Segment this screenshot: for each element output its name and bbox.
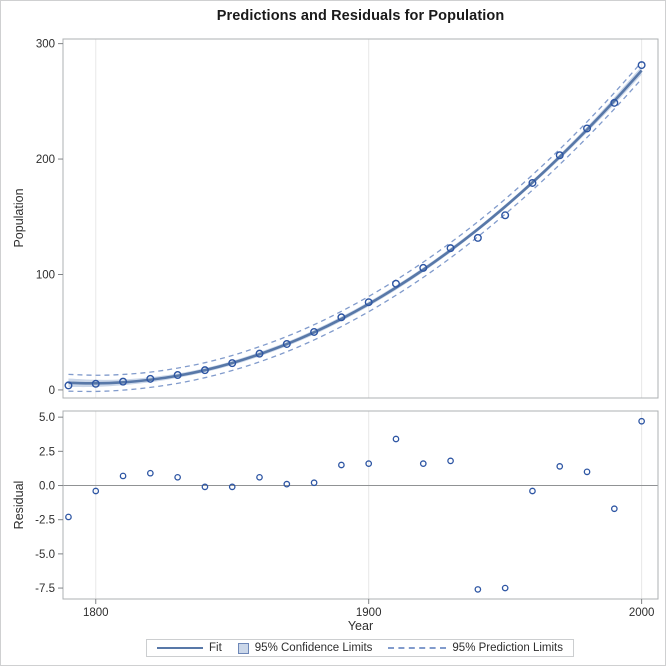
legend-item-fit: Fit [157, 642, 222, 654]
population-point-marker [91, 379, 100, 388]
population-point-marker [555, 151, 564, 160]
residual-point-marker [228, 483, 236, 491]
population-point-marker [446, 244, 455, 253]
residual-point-marker [419, 460, 427, 467]
fit-line-swatch [157, 647, 204, 649]
residual-point-marker [338, 461, 345, 469]
residual-point-marker [201, 483, 209, 491]
population-point-marker [583, 124, 592, 133]
residual-point-marker [474, 586, 482, 593]
population-point-marker [637, 61, 646, 70]
confidence-band-swatch [237, 642, 249, 654]
population-point-marker [501, 211, 510, 220]
y-tick-label: 200 [36, 154, 55, 166]
residual-point-marker [92, 487, 100, 495]
residual-point-marker [310, 479, 318, 487]
legend-label-prediction: 95% Prediction Limits [452, 642, 563, 654]
residual-point-marker [283, 480, 291, 488]
population-point-marker [473, 233, 482, 242]
residual-point-marker [583, 468, 591, 476]
legend: Fit 95% Confidence Limits 95% Prediction… [146, 639, 574, 657]
y-tick-label: -7.5 [35, 583, 55, 595]
y-tick-label: -5.0 [35, 549, 55, 561]
population-point-marker [200, 366, 209, 375]
residual-point-marker [365, 460, 373, 467]
legend-item-prediction: 95% Prediction Limits [388, 642, 563, 654]
population-point-marker [391, 279, 400, 288]
x-tick-label: 1800 [83, 607, 109, 619]
residual-point-marker [529, 487, 536, 495]
population-point-marker [64, 381, 73, 390]
y-tick-label: 0 [49, 385, 55, 397]
fit-panel-border [62, 38, 659, 399]
residual-point-marker [392, 435, 400, 443]
population-point-marker [310, 327, 319, 336]
prediction-limit-upper [68, 61, 643, 376]
population-point-marker [419, 263, 428, 272]
legend-label-confidence: 95% Confidence Limits [254, 642, 373, 654]
residual-point-marker [556, 463, 564, 470]
population-point-marker [255, 349, 264, 358]
residual-point-marker [65, 513, 72, 521]
y-axis-label-population: Population [12, 188, 26, 248]
chart-title: Predictions and Residuals for Population [216, 8, 505, 24]
residual-point-marker [501, 584, 509, 592]
y-tick-label: 300 [36, 39, 55, 51]
y-tick-label: 0.0 [39, 481, 55, 493]
prediction-limits-swatch [388, 647, 447, 649]
legend-item-confidence: 95% Confidence Limits [237, 642, 373, 654]
y-tick-label: 2.5 [39, 446, 55, 458]
prediction-limit-lower [68, 78, 643, 393]
population-point-marker [146, 374, 155, 383]
residual-point-marker [447, 457, 454, 465]
x-tick-label: 1900 [356, 607, 382, 619]
residual-point-marker [638, 417, 645, 425]
y-axis-label-residual: Residual [12, 480, 26, 530]
confidence-band [68, 66, 642, 388]
population-point-marker [337, 313, 346, 322]
population-point-marker [610, 98, 619, 107]
residual-point-marker [256, 473, 263, 481]
population-point-marker [528, 178, 537, 187]
population-point-marker [282, 339, 291, 348]
y-tick-label: 5.0 [39, 412, 55, 424]
residual-point-marker [146, 469, 154, 477]
population-point-marker [173, 371, 182, 380]
y-tick-label: 100 [36, 269, 55, 281]
x-tick-label: 2000 [629, 607, 655, 619]
legend-label-fit: Fit [209, 642, 222, 654]
population-point-marker [228, 359, 237, 368]
residual-point-marker [610, 505, 618, 513]
population-point-marker [119, 377, 128, 386]
population-point-marker [364, 298, 373, 307]
fit-line [68, 69, 643, 385]
residual-panel-border [62, 410, 659, 600]
y-tick-label: -2.5 [35, 515, 55, 527]
x-axis-label-year: Year [347, 619, 374, 633]
residual-point-marker [174, 473, 181, 481]
residual-point-marker [119, 472, 127, 480]
